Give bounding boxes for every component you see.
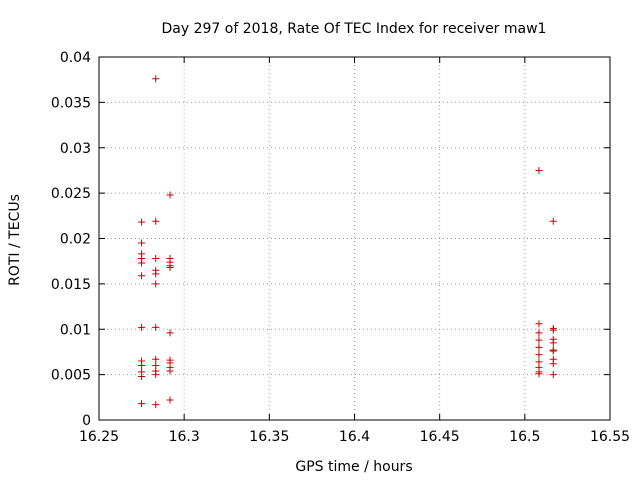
data-point bbox=[152, 217, 160, 225]
x-tick-label: 16.25 bbox=[79, 429, 119, 445]
data-point bbox=[535, 351, 543, 359]
y-tick-label: 0.02 bbox=[60, 232, 91, 248]
data-point bbox=[549, 347, 557, 355]
data-point bbox=[549, 371, 557, 379]
y-tick-label: 0 bbox=[82, 413, 91, 429]
x-tick-label: 16.5 bbox=[509, 429, 540, 445]
data-point bbox=[549, 339, 557, 347]
x-tick-label: 16.45 bbox=[420, 429, 460, 445]
data-point bbox=[166, 329, 174, 337]
y-tick-label: 0.015 bbox=[51, 277, 91, 293]
chart-title: Day 297 of 2018, Rate Of TEC Index for r… bbox=[162, 21, 547, 37]
data-point bbox=[138, 362, 146, 370]
data-point bbox=[138, 323, 146, 331]
data-point bbox=[138, 272, 146, 280]
x-tick-label: 16.3 bbox=[169, 429, 200, 445]
y-tick-label: 0.025 bbox=[51, 186, 91, 202]
data-point bbox=[138, 259, 146, 267]
data-point bbox=[535, 166, 543, 174]
data-point bbox=[152, 401, 160, 409]
data-point bbox=[152, 254, 160, 262]
x-axis-label: GPS time / hours bbox=[295, 459, 412, 475]
y-tick-label: 0.035 bbox=[51, 95, 91, 111]
data-point bbox=[152, 323, 160, 331]
data-point bbox=[535, 329, 543, 337]
data-point bbox=[152, 280, 160, 288]
data-point bbox=[152, 270, 160, 278]
y-tick-label: 0.005 bbox=[51, 368, 91, 384]
data-point bbox=[166, 367, 174, 375]
data-point bbox=[535, 336, 543, 344]
tick-labels: 16.25 16.3 16.35 16.4 16.45 16.5 16.55 0 0.005 0.… bbox=[51, 50, 630, 445]
data-point bbox=[138, 400, 146, 408]
data-points bbox=[138, 75, 557, 409]
data-point bbox=[535, 343, 543, 351]
y-axis-label: ROTI / TECUs bbox=[7, 194, 23, 286]
data-point bbox=[138, 218, 146, 226]
data-point bbox=[535, 370, 543, 378]
x-tick-label: 16.4 bbox=[339, 429, 370, 445]
axis-ticks bbox=[98, 56, 611, 421]
data-point bbox=[152, 75, 160, 83]
data-point bbox=[549, 326, 557, 334]
data-point bbox=[549, 217, 557, 225]
data-point bbox=[138, 372, 146, 380]
x-tick-label: 16.55 bbox=[590, 429, 630, 445]
x-tick-label: 16.35 bbox=[249, 429, 289, 445]
y-tick-label: 0.01 bbox=[60, 322, 91, 338]
y-tick-label: 0.03 bbox=[60, 141, 91, 157]
data-point bbox=[166, 191, 174, 199]
data-point bbox=[138, 239, 146, 247]
y-tick-label: 0.04 bbox=[60, 50, 91, 66]
data-point bbox=[152, 355, 160, 363]
data-point bbox=[166, 264, 174, 272]
data-point bbox=[166, 396, 174, 404]
grid-lines bbox=[99, 57, 610, 420]
data-point bbox=[535, 320, 543, 328]
data-point bbox=[549, 360, 557, 368]
data-point bbox=[152, 371, 160, 379]
